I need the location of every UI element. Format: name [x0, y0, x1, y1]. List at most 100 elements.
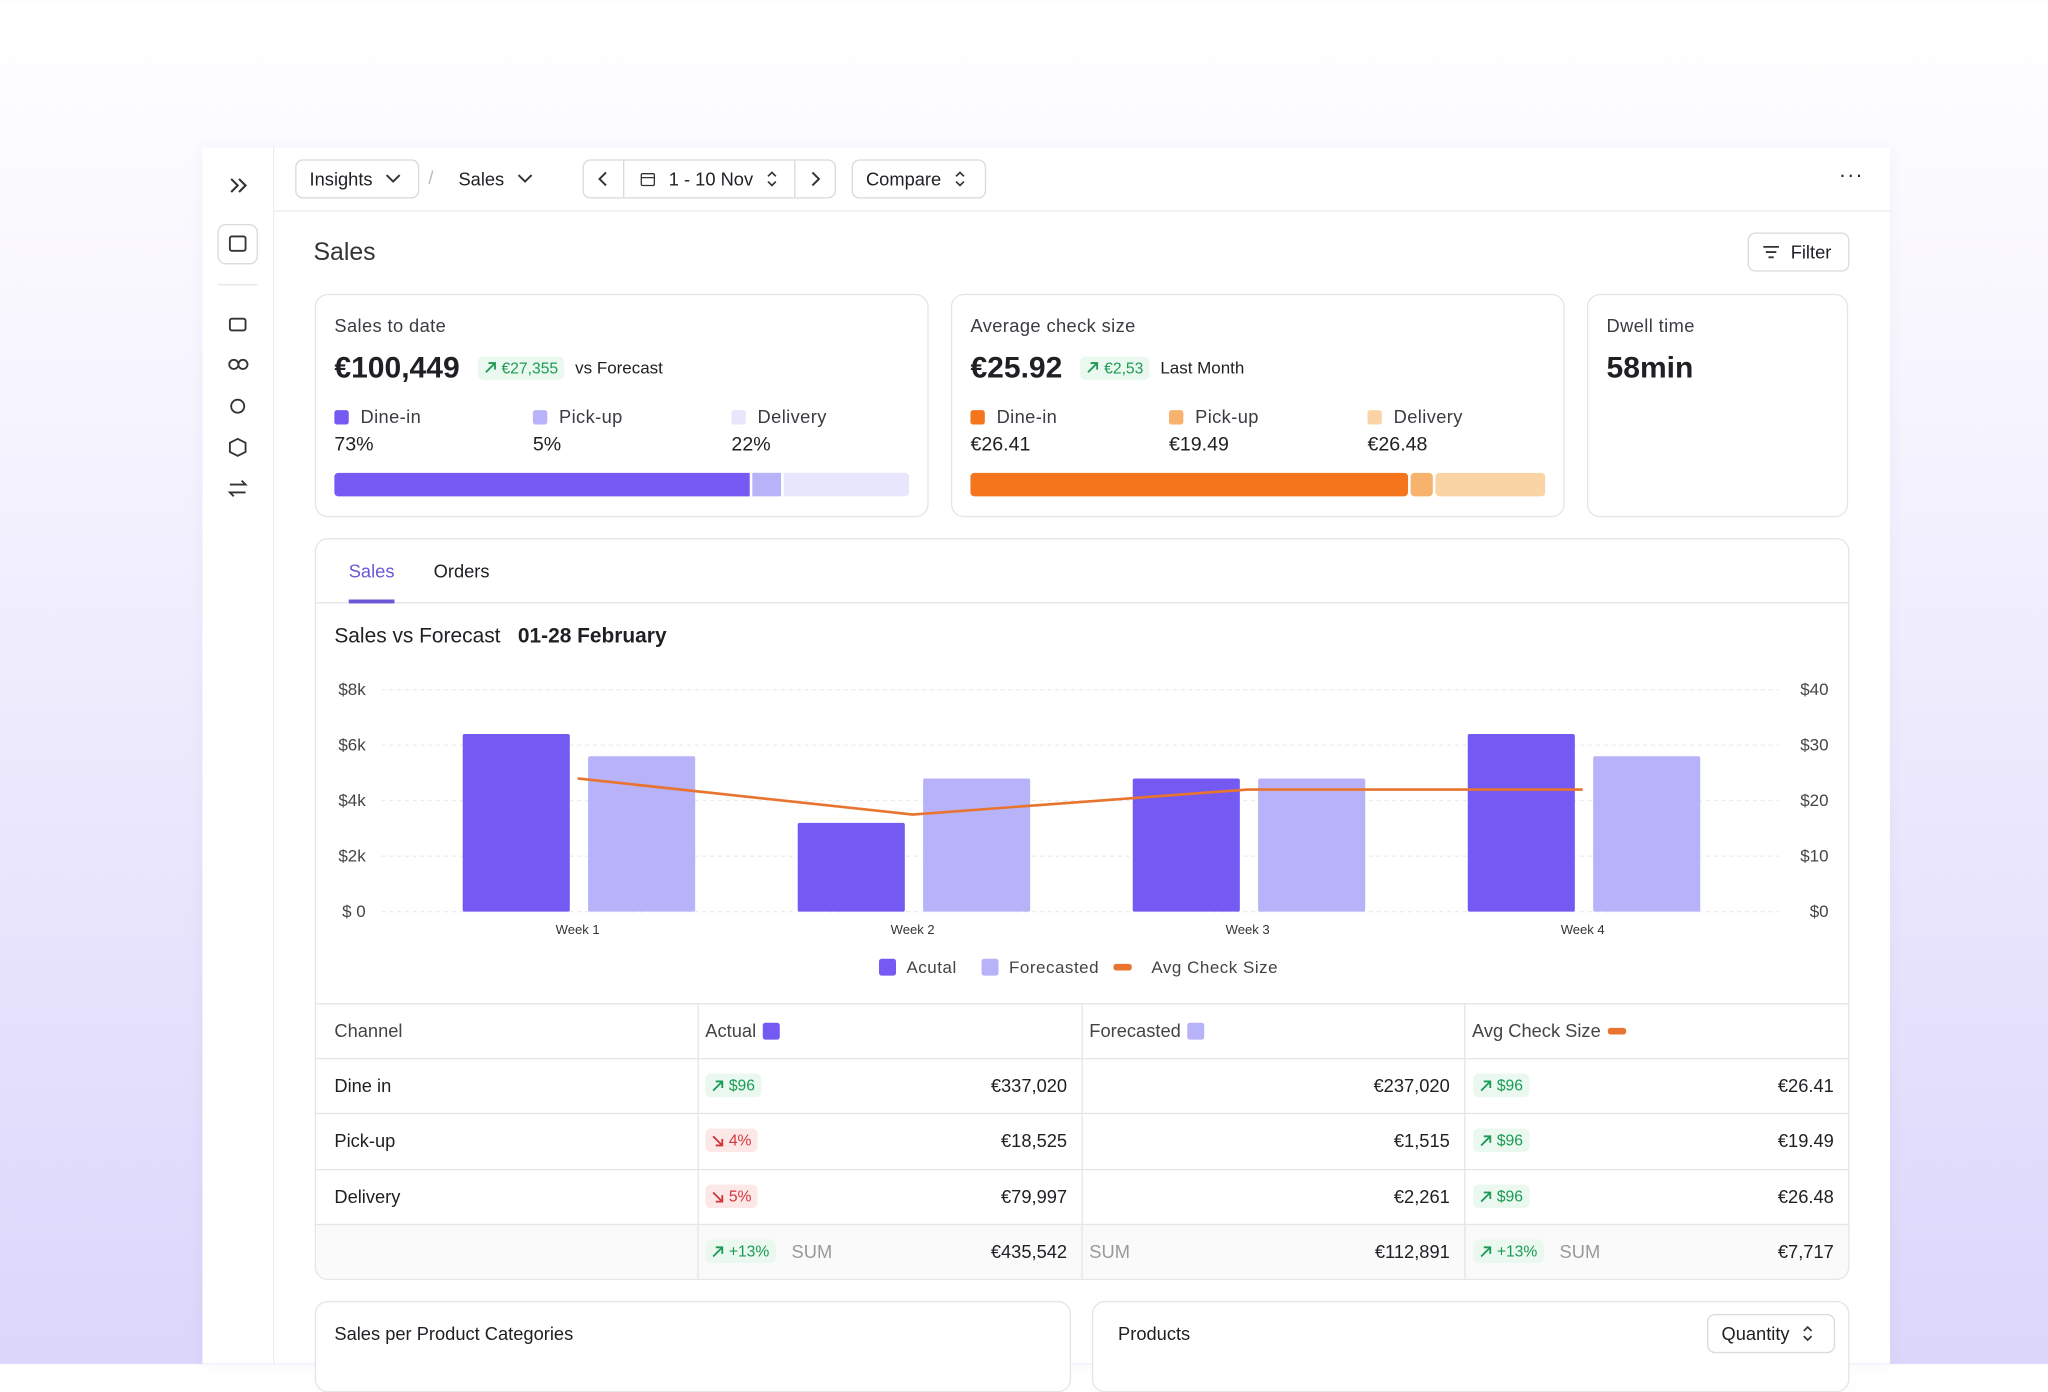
- card-title: Sales per Product Categories: [334, 1323, 574, 1344]
- legend-label: Pick-up: [559, 406, 623, 428]
- tab[interactable]: Sales: [348, 560, 395, 582]
- legend-item: Delivery: [731, 406, 826, 427]
- change-value: €27,355: [501, 358, 559, 377]
- change-value: $96: [728, 1076, 755, 1095]
- page-title: Sales: [313, 239, 376, 267]
- kpi-comparison: vs Forecast: [575, 357, 663, 378]
- change-badge: +13%: [705, 1239, 776, 1264]
- tab[interactable]: Orders: [433, 560, 490, 582]
- header-divider: [272, 210, 1890, 212]
- column-header: Actual: [705, 1003, 780, 1058]
- channel-cell: Pick-up: [334, 1129, 396, 1151]
- breakdown-value: €19.49: [1168, 433, 1229, 456]
- column-header: Channel: [334, 1003, 402, 1058]
- kpi-value-row: €100,449 €27,355 vs Forecast: [334, 350, 663, 385]
- change-badge: +13%: [1473, 1239, 1544, 1264]
- table-cell: €26.48: [1777, 1185, 1834, 1207]
- legend-item: Dine-in: [334, 406, 421, 427]
- change-badge: 4%: [705, 1128, 758, 1152]
- chart-heading: Sales vs Forecast 01-28 February: [334, 626, 666, 650]
- table-cell: €7,717: [1777, 1240, 1834, 1262]
- segment-bar: [1435, 472, 1546, 497]
- categories-card: [314, 1300, 1072, 1392]
- table-cell: €2,261: [1393, 1185, 1450, 1207]
- chart-title: Sales vs Forecast: [334, 625, 501, 648]
- sales-label: Sales: [458, 168, 505, 190]
- table-cell: €18,525: [1000, 1129, 1068, 1151]
- sales-button[interactable]: Sales: [444, 159, 548, 199]
- screen: Insights / Sales 1 - 10 Nov Compare ··· …: [202, 147, 1890, 1392]
- change-badge: €27,355: [477, 355, 565, 380]
- breakdown-value: €26.41: [970, 433, 1031, 456]
- badge-cell: 5%: [705, 1169, 758, 1224]
- quantity-select[interactable]: Quantity: [1707, 1313, 1836, 1354]
- change-badge: $96: [1473, 1128, 1530, 1152]
- legend-item: Pick-up: [1168, 406, 1259, 428]
- quantity-label: Quantity: [1721, 1323, 1790, 1344]
- legend-label: Dine-in: [360, 406, 422, 428]
- change-badge: $96: [1473, 1184, 1530, 1209]
- legend-item: Pick-up: [532, 406, 623, 428]
- tab-underline: [348, 599, 395, 604]
- breakdown-value: 73%: [334, 433, 374, 456]
- share-bar: [783, 472, 910, 497]
- badge-cell: $96: [1473, 1058, 1530, 1113]
- insights-button[interactable]: Insights: [295, 159, 420, 199]
- breadcrumb-separator: /: [428, 167, 434, 189]
- legend-label: Pick-up: [1195, 406, 1259, 428]
- col-divider: [1081, 1003, 1083, 1279]
- change-value: $96: [1496, 1076, 1523, 1095]
- sum-label: SUM: [791, 1240, 833, 1262]
- sum-cell: +13% SUM: [1473, 1224, 1600, 1279]
- kpi-label: Average check size: [970, 314, 1136, 336]
- breakdown-value: 5%: [532, 433, 562, 456]
- table-cell: €26.41: [1777, 1074, 1834, 1096]
- badge-cell: 4%: [705, 1113, 758, 1168]
- chart-subtitle: 01-28 February: [517, 625, 667, 648]
- column-header: Forecasted: [1089, 1003, 1205, 1058]
- badge-cell: $96: [705, 1058, 762, 1113]
- filter-label: Filter: [1790, 241, 1832, 263]
- table-cell: €19.49: [1777, 1129, 1834, 1151]
- compare-button[interactable]: Compare: [851, 159, 987, 199]
- more-menu[interactable]: ···: [1839, 164, 1864, 187]
- column-header: Avg Check Size: [1472, 1003, 1626, 1058]
- change-value: 5%: [728, 1187, 752, 1206]
- change-badge: $96: [1473, 1073, 1530, 1098]
- change-value: +13%: [728, 1242, 770, 1261]
- compare-label: Compare: [865, 168, 942, 190]
- column-title: Avg Check Size: [1471, 1020, 1601, 1041]
- change-value: +13%: [1496, 1242, 1538, 1261]
- table-cell: €337,020: [990, 1074, 1068, 1096]
- column-title: Channel: [334, 1020, 403, 1041]
- sidebar-icons[interactable]: [202, 148, 273, 540]
- change-value: €2,53: [1104, 358, 1144, 377]
- badge-cell: $96: [1473, 1113, 1530, 1168]
- channel-cell: Delivery: [334, 1185, 401, 1207]
- change-value: $96: [1496, 1131, 1523, 1150]
- card-title: Products: [1118, 1323, 1191, 1344]
- column-title: Forecasted: [1089, 1020, 1181, 1041]
- change-badge: 5%: [705, 1184, 758, 1209]
- legend-label: Delivery: [757, 406, 827, 428]
- kpi-label: Sales to date: [334, 314, 447, 336]
- channel-cell: Dine in: [334, 1074, 392, 1096]
- sum-label: SUM: [1089, 1240, 1130, 1262]
- table-cell: €435,542: [990, 1240, 1068, 1262]
- legend-item: Dine-in: [970, 406, 1057, 427]
- kpi-value-row: 58min: [1607, 350, 1694, 385]
- table-cell: €1,515: [1393, 1129, 1450, 1151]
- kpi-value: 58min: [1606, 350, 1694, 384]
- col-divider: [1464, 1003, 1466, 1279]
- share-bar: [752, 472, 782, 497]
- kpi-value: €100,449: [334, 350, 460, 384]
- column-title: Actual: [705, 1020, 757, 1041]
- date-picker[interactable]: 1 - 10 Nov: [582, 159, 836, 199]
- kpi-value-row: €25.92 €2,53 Last Month: [970, 350, 1244, 385]
- change-badge: €2,53: [1080, 355, 1150, 380]
- badge-cell: $96: [1473, 1169, 1530, 1224]
- breakdown-value: €26.48: [1367, 433, 1428, 456]
- filter-button[interactable]: Filter: [1747, 232, 1850, 272]
- kpi-comparison: Last Month: [1160, 357, 1245, 378]
